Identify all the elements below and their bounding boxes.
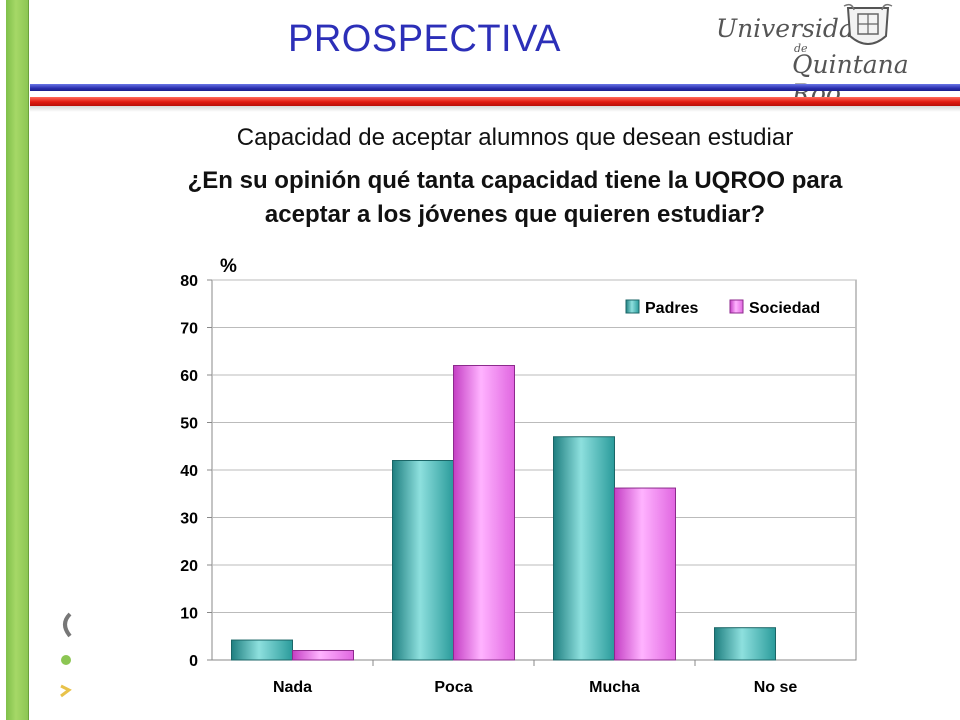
legend-label-sociedad: Sociedad (749, 300, 820, 317)
bar-sociedad-poca (453, 365, 515, 661)
bar-padres-no-se (714, 627, 776, 661)
header-rule-red (30, 97, 960, 106)
header-rule-blue (30, 84, 960, 91)
crest-icon (843, 3, 893, 45)
chart-subtitle: Capacidad de aceptar alumnos que desean … (236, 124, 794, 151)
x-tick-label: Mucha (589, 679, 640, 696)
x-tick-label: No se (754, 679, 798, 696)
bar-padres-poca (392, 460, 454, 661)
decorative-green-bar (6, 0, 29, 720)
logo-text-de: de (794, 42, 808, 55)
bar-padres-mucha (553, 436, 615, 661)
chart-question: ¿En su opinión qué tanta capacidad tiene… (0, 164, 960, 232)
bar-padres-nada (231, 639, 293, 661)
y-tick-label: 40 (180, 463, 198, 480)
legend-swatch-sociedad (729, 299, 744, 314)
legend-swatch-padres (625, 299, 640, 314)
y-tick-label: 20 (180, 558, 198, 575)
y-tick-label: 70 (180, 321, 198, 338)
x-tick-label: Poca (434, 679, 472, 696)
legend-label-padres: Padres (645, 300, 698, 317)
y-axis-label: % (220, 256, 237, 277)
bar-sociedad-nada (292, 650, 354, 661)
chart-legend: Padres Sociedad (625, 299, 820, 317)
bar-sociedad-mucha (614, 487, 676, 661)
y-tick-label: 10 (180, 606, 198, 623)
question-line-1: ¿En su opinión qué tanta capacidad tiene… (187, 167, 843, 194)
logo-text-universidad: Universidad (716, 14, 870, 43)
y-tick-label: 0 (189, 653, 198, 670)
y-tick-label: 60 (180, 368, 198, 385)
y-tick-label: 50 (180, 416, 198, 433)
question-line-2: aceptar a los jóvenes que quieren estudi… (264, 201, 766, 228)
side-decoration (60, 612, 72, 698)
header-rule-shadow (30, 106, 960, 112)
y-tick-label: 80 (180, 273, 198, 290)
x-tick-label: Nada (273, 679, 312, 696)
y-tick-label: 30 (180, 511, 198, 528)
slide-title: PROSPECTIVA (288, 18, 561, 60)
